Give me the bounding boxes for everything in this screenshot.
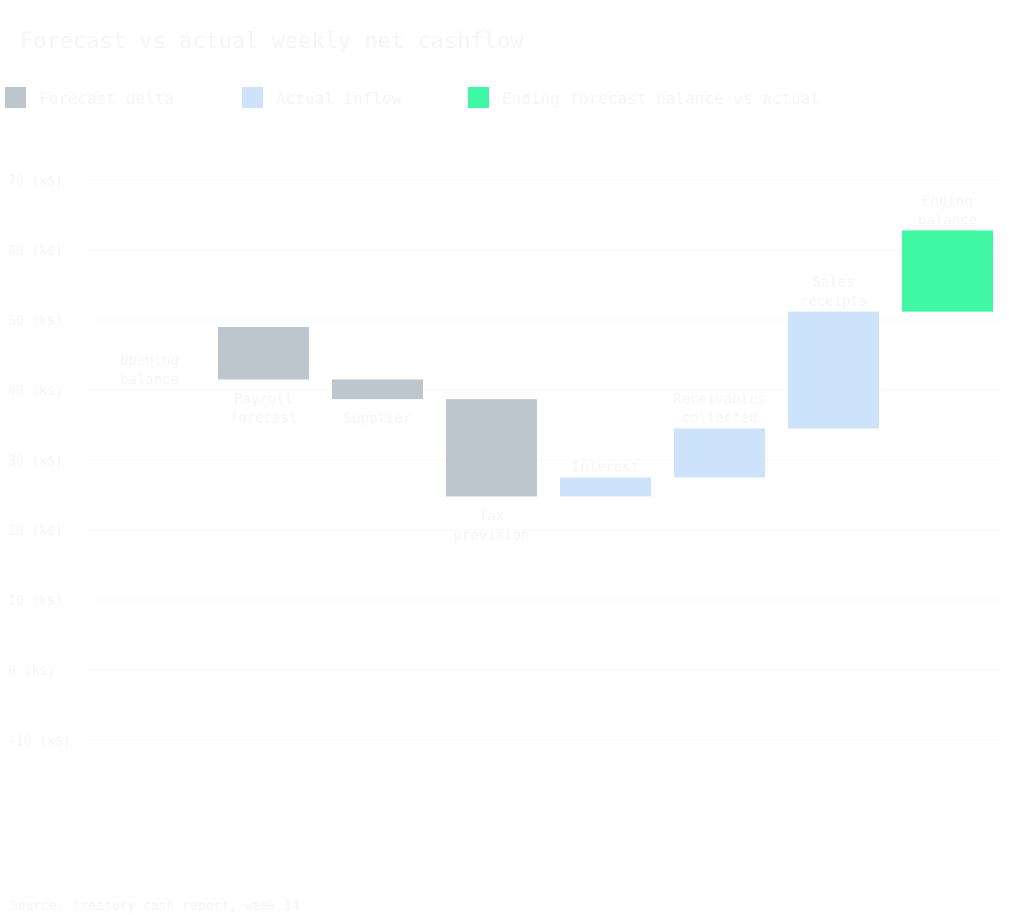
bar: [902, 230, 993, 312]
legend-label: Forecast delta: [39, 89, 174, 108]
bar-label: provision: [454, 527, 530, 543]
bar-label: Receivables: [673, 392, 766, 408]
chart-footnote: Source: treasury cash report, week 14: [10, 899, 300, 914]
bar-label: Payroll: [234, 392, 293, 408]
bar-label: Supplier: [344, 411, 411, 427]
bar-label: Opening: [120, 353, 179, 369]
y-tick-label: 0 (k$): [8, 664, 55, 679]
bar-label: forecast: [230, 411, 297, 427]
bar-label: Ending: [922, 193, 973, 209]
chart-legend: Forecast delta Actual inflow Ending foreca…: [5, 87, 820, 108]
bar-label: balance: [918, 212, 977, 228]
y-tick-label: 60 (k$): [8, 244, 63, 259]
bar: [218, 327, 309, 380]
bar: [788, 311, 879, 429]
y-tick-label: 30 (k$): [8, 454, 63, 469]
bar-label: Sales: [812, 275, 854, 291]
bar-labels: Opening balance Payroll forecast Supplier Tax…: [120, 193, 977, 543]
chart-title: Forecast vs actual weekly net cashflow: [20, 29, 524, 54]
legend-swatch: [468, 87, 489, 108]
bar: [332, 379, 423, 400]
legend-swatch: [242, 87, 263, 108]
y-axis: 70 (k$) 60 (k$) 50 (k$) 40 (k$) 30 (k$) 20 (k…: [8, 174, 71, 749]
bar: [674, 428, 765, 478]
y-tick-label: 20 (k$): [8, 524, 63, 539]
bar-label: Tax: [479, 508, 504, 524]
bar-label: receipts: [800, 294, 867, 310]
bar: [446, 399, 537, 497]
chart-grid: [90, 179, 1000, 741]
bar: [560, 477, 651, 497]
y-tick-label: 50 (k$): [8, 314, 63, 329]
bar-label: collected: [682, 411, 758, 427]
legend-label: Ending forecast balance vs actual: [502, 89, 820, 108]
bar-label: balance: [120, 372, 179, 388]
y-tick-label: 70 (k$): [8, 174, 63, 189]
bars: [218, 230, 993, 497]
legend-label: Actual inflow: [276, 89, 402, 108]
bar-label: Interest: [572, 460, 639, 476]
legend-swatch: [5, 87, 26, 108]
y-tick-label: 40 (k$): [8, 384, 63, 399]
y-tick-label: 10 (k$): [8, 594, 63, 609]
y-tick-label: -10 (k$): [8, 734, 71, 749]
